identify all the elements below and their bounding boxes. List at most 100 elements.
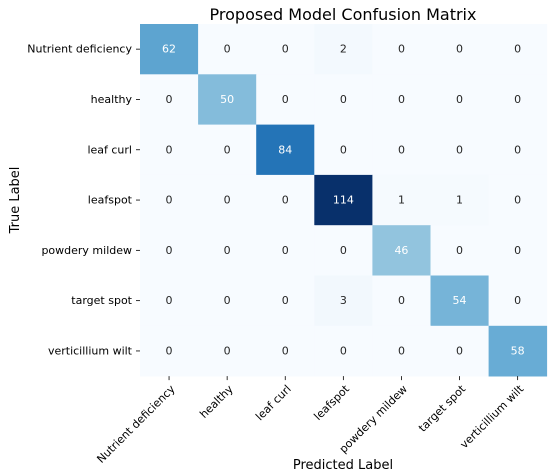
heatmap-cell [256, 174, 315, 226]
cell-value-label: 0 [282, 294, 289, 307]
cell-value-label: 0 [398, 294, 405, 307]
heatmap-cell [430, 325, 489, 377]
heatmap-cell [256, 24, 315, 75]
cell-value-label: 0 [282, 194, 289, 207]
heatmap-cell [488, 124, 548, 176]
heatmap-cell [256, 325, 315, 377]
cell-value-label: 0 [282, 93, 289, 106]
heatmap-cell [256, 74, 315, 125]
heatmap-cell [372, 225, 431, 276]
heatmap-cell [430, 225, 489, 276]
cell-value-label: 0 [166, 344, 173, 357]
cell-value-label: 0 [456, 143, 463, 156]
cell-value-label: 0 [456, 43, 463, 56]
cell-value-label: 54 [453, 294, 467, 307]
x-tick-label: leaf curl [253, 383, 294, 424]
heatmap-cell [256, 124, 315, 176]
x-tick-label: target spot [416, 382, 469, 435]
cell-value-label: 0 [340, 244, 347, 257]
cell-value-label: 50 [220, 93, 234, 106]
cell-value-label: 0 [224, 43, 231, 56]
y-axis-label: True Label [8, 167, 23, 235]
heatmap-cell [198, 24, 257, 75]
cell-value-label: 0 [398, 43, 405, 56]
heatmap-cell [314, 24, 373, 75]
heatmap-cell [256, 275, 315, 327]
cell-value-label: 62 [162, 43, 176, 56]
heatmap-cells [140, 24, 548, 377]
y-tick-label: leafspot [88, 194, 133, 207]
heatmap-cell [140, 225, 199, 276]
heatmap-cell [488, 275, 548, 327]
heatmap-cell [372, 24, 431, 75]
heatmap-cell [488, 225, 548, 276]
x-tick-label: Nutrient deficiency [94, 382, 178, 466]
heatmap-cell [488, 74, 548, 125]
heatmap-cell [314, 74, 373, 125]
cell-value-label: 0 [166, 194, 173, 207]
heatmap-cell [140, 24, 199, 75]
y-tick-label: leaf curl [87, 143, 132, 156]
cell-value-label: 0 [166, 294, 173, 307]
heatmap-cell [372, 174, 431, 226]
x-axis-ticks: Nutrient deficiency healthy leaf curl leafs… [94, 376, 527, 466]
chart-title: Proposed Model Confusion Matrix [210, 5, 477, 24]
cell-value-label: 1 [456, 194, 463, 207]
cell-value-label: 2 [340, 43, 347, 56]
cell-value-label: 0 [224, 143, 231, 156]
heatmap-cell [488, 24, 548, 75]
heatmap-cell [372, 124, 431, 176]
heatmap-cell [198, 124, 257, 176]
cell-value-label: 0 [514, 143, 521, 156]
cell-value-label: 0 [456, 93, 463, 106]
cell-value-label: 0 [398, 93, 405, 106]
cell-value-label: 46 [394, 244, 408, 257]
cell-value-label: 0 [224, 344, 231, 357]
heatmap-cell [256, 225, 315, 276]
cell-value-label: 0 [340, 143, 347, 156]
y-tick-label: verticillium wilt [48, 344, 133, 357]
cell-value-label: 0 [224, 294, 231, 307]
x-tick-label: verticillium wilt [458, 382, 527, 451]
cell-value-label: 0 [514, 194, 521, 207]
heatmap-cell-labels: 62 0 0 2 0 0 0 0 50 0 0 0 0 0 0 0 84 0 0 0 0 0 0 0 114 1 1 0 0 0 0 0 46 0… [162, 43, 525, 358]
heatmap-cell [140, 325, 199, 377]
x-tick-label: leafspot [311, 382, 352, 423]
cell-value-label: 0 [282, 43, 289, 56]
cell-value-label: 0 [282, 244, 289, 257]
heatmap-cell [314, 325, 373, 377]
heatmap-cell [140, 74, 199, 125]
heatmap-cell [198, 325, 257, 377]
heatmap-cell [372, 325, 431, 377]
heatmap-cell [488, 325, 548, 377]
y-tick-label: target spot [71, 294, 132, 307]
cell-value-label: 0 [224, 194, 231, 207]
cell-value-label: 0 [166, 244, 173, 257]
heatmap-cell [430, 24, 489, 75]
x-axis-label: Predicted Label [293, 458, 393, 473]
heatmap-cell [430, 74, 489, 125]
cell-value-label: 0 [514, 294, 521, 307]
cell-value-label: 0 [398, 344, 405, 357]
cell-value-label: 0 [514, 43, 521, 56]
y-tick-label: Nutrient deficiency [27, 43, 132, 56]
heatmap-cell [314, 275, 373, 327]
y-tick-label: powdery mildew [41, 244, 132, 257]
cell-value-label: 3 [340, 294, 347, 307]
y-axis-ticks: Nutrient deficiency healthy leaf curl leafs… [27, 43, 140, 357]
cell-value-label: 0 [514, 244, 521, 257]
heatmap-cell [140, 275, 199, 327]
cell-value-label: 0 [514, 93, 521, 106]
heatmap-cell [140, 124, 199, 176]
heatmap-cell [198, 275, 257, 327]
heatmap-cell [372, 275, 431, 327]
heatmap-cell [430, 275, 489, 327]
cell-value-label: 0 [456, 344, 463, 357]
cell-value-label: 1 [398, 194, 405, 207]
y-tick-label: healthy [91, 93, 133, 106]
heatmap-cell [372, 74, 431, 125]
heatmap-cell [314, 124, 373, 176]
cell-value-label: 0 [166, 93, 173, 106]
x-tick-label: healthy [197, 382, 236, 421]
